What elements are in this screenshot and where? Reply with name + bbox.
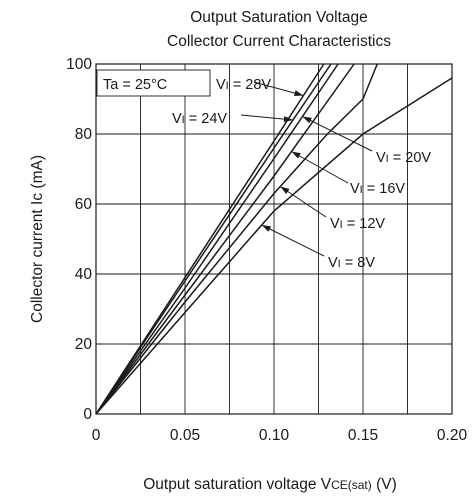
grid [96,64,452,414]
x-axis-label-main: Output saturation voltage V [143,476,332,493]
annotation-value: = 8V [341,255,376,271]
annotation-value: = 24V [185,111,228,127]
annotation-label-vi-8v: VI = 8V [328,255,375,271]
annotation-symbol: V [172,111,182,127]
x-tick-label: 0.10 [259,427,290,444]
y-axis-label: Collector current Ic (mA) [29,155,46,323]
chart-title-line2: Collector Current Characteristics [167,33,391,50]
annotation-arrowhead-vi-12v [280,187,289,194]
y-tick-label: 40 [75,266,93,283]
x-axis-label: Output saturation voltage VCE(sat) (V) [143,476,396,493]
annotation-symbol: V [376,150,386,166]
annotation-label-vi-16v: VI = 16V [350,181,405,197]
x-tick-label: 0.15 [348,427,378,444]
annotation-value: = 28V [229,77,272,93]
x-tick-label: 0.05 [170,427,200,444]
annotation-label-vi-28v: VI = 28V [216,77,271,93]
y-tick-label: 100 [66,56,92,73]
annotation-symbol: V [328,255,338,271]
x-tick-label: 0.20 [437,427,468,444]
annotation-value: = 12V [343,216,386,232]
annotation-arrowhead-vi-16v [292,152,301,159]
annotation-value: = 16V [363,181,406,197]
y-tick-label: 0 [83,406,92,423]
annotation-leader-vi-16v [292,152,348,184]
annotation-label-vi-20v: VI = 20V [376,150,431,166]
condition-label: Ta = 25°C [103,77,167,93]
x-axis-label-subscript: CE(sat) [331,478,372,492]
y-tick-label: 20 [75,336,93,353]
annotation-label-vi-24v: VI = 24V [172,111,227,127]
chart-title-line1: Output Saturation Voltage [190,9,368,26]
annotation-leader-vi-8v [262,225,324,256]
y-tick-label: 80 [75,126,93,143]
annotation-label-vi-12v: VI = 12V [330,216,385,232]
annotation-value: = 20V [389,150,432,166]
annotation-arrowhead-vi-20v [302,117,311,124]
annotation-arrowhead-vi-28v [294,90,303,96]
x-axis-label-unit: (V) [372,476,397,493]
annotation-symbol: V [216,77,226,93]
y-tick-label: 60 [75,196,93,213]
series-line-vi-12v [96,64,377,414]
annotation-arrowhead-vi-8v [262,225,271,232]
x-tick-label: 0 [92,427,101,444]
annotation-symbol: V [350,181,360,197]
annotation-symbol: V [330,216,340,232]
